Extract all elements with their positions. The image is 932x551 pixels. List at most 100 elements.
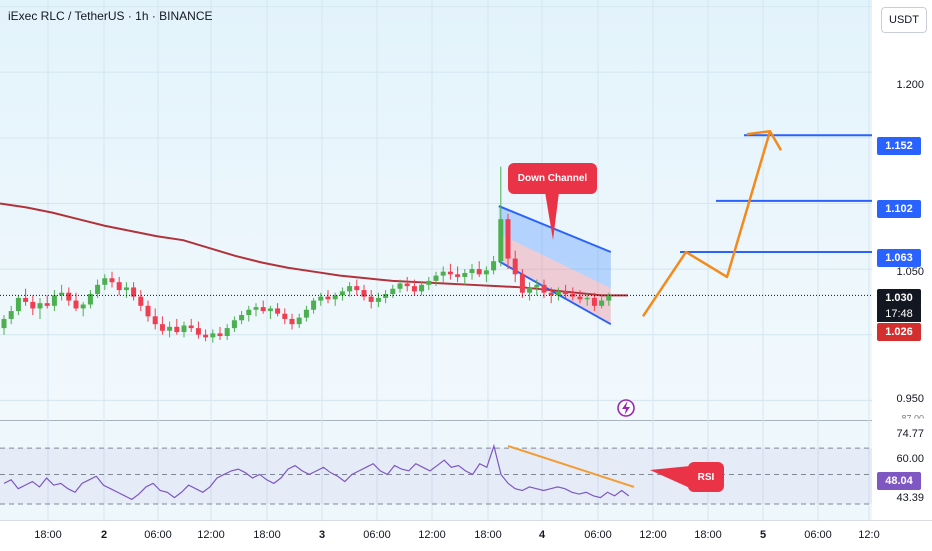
symbol-title[interactable]: iExec RLC / TetherUS · 1h · BINANCE xyxy=(8,9,213,23)
candle-body xyxy=(181,325,187,333)
candle-body xyxy=(210,333,216,338)
candle-body xyxy=(455,274,461,277)
candle-body xyxy=(527,287,533,293)
candle-body xyxy=(167,326,173,331)
bar-countdown: 17:48 xyxy=(877,306,921,322)
time-label: 06:00 xyxy=(144,529,172,541)
candle-body xyxy=(15,297,21,312)
candle-body xyxy=(332,295,338,300)
candle-body xyxy=(354,286,360,291)
candle-body xyxy=(383,294,389,298)
candle-body xyxy=(80,304,86,309)
rsi-cut-tick: 87.00 xyxy=(901,413,924,419)
time-label: 06:00 xyxy=(584,529,612,541)
candle-body xyxy=(476,269,482,275)
rsi-line xyxy=(3,443,630,501)
candle-body xyxy=(512,258,518,275)
candle-body xyxy=(73,300,79,309)
candle-body xyxy=(483,270,489,275)
candle-body xyxy=(87,294,93,305)
previous-close-badge: 1.026 xyxy=(877,323,921,341)
last-price-badge: 1.030 xyxy=(877,289,921,307)
rsi-tick: 60.00 xyxy=(896,453,924,465)
candle-body xyxy=(159,324,165,331)
candle-body xyxy=(303,309,309,318)
candle-body xyxy=(577,296,583,300)
rsi-band xyxy=(0,448,872,505)
candle-body xyxy=(109,278,115,283)
candle-body xyxy=(368,296,374,302)
candle-body xyxy=(260,307,266,312)
time-label: 18:00 xyxy=(34,529,62,541)
candle-body xyxy=(534,284,540,288)
rsi-callout-pointer xyxy=(650,466,690,488)
time-label: 12:00 xyxy=(197,529,225,541)
candle-body xyxy=(498,219,504,262)
candle-body xyxy=(519,274,525,293)
candle-body xyxy=(505,219,511,259)
currency-unit-button[interactable]: USDT xyxy=(881,7,927,33)
candle-body xyxy=(419,284,425,292)
channel-upper-fill xyxy=(498,206,611,289)
candle-body xyxy=(375,297,381,302)
candle-body xyxy=(404,283,410,287)
candle-body xyxy=(275,308,281,314)
candle-body xyxy=(591,297,597,306)
candle-body xyxy=(95,284,101,294)
candle-body xyxy=(347,286,353,292)
time-label: 2 xyxy=(100,529,108,541)
time-label: 12:00 xyxy=(639,529,667,541)
time-label: 18:00 xyxy=(253,529,281,541)
candle-body xyxy=(59,292,65,296)
lightning-bolt-icon xyxy=(617,399,635,417)
candle-body xyxy=(311,300,317,310)
time-label: 12:00 xyxy=(418,529,446,541)
candle-body xyxy=(66,292,72,301)
candle-body xyxy=(253,307,259,310)
candle-body xyxy=(145,305,151,317)
price-tick: 1.200 xyxy=(896,79,924,91)
candle-body xyxy=(116,282,122,291)
time-label: 06:00 xyxy=(804,529,832,541)
time-label: 4 xyxy=(538,529,546,541)
candle-body xyxy=(152,316,158,325)
candle-body xyxy=(433,275,439,281)
rsi-trend-line xyxy=(507,444,635,488)
candle-body xyxy=(217,333,223,336)
candle-body xyxy=(102,278,108,285)
down-channel-callout-pointer xyxy=(545,192,559,240)
candle-body xyxy=(239,315,245,321)
rsi-callout[interactable]: RSI xyxy=(688,462,724,492)
candle-body xyxy=(188,325,194,329)
down-channel-callout[interactable]: Down Channel xyxy=(508,163,597,194)
candle-body xyxy=(231,320,237,329)
rsi-pane-background xyxy=(0,421,872,520)
candle-body xyxy=(123,287,129,291)
candle-body xyxy=(426,280,432,285)
candle-body xyxy=(440,271,446,276)
target-2-price-badge: 1.102 xyxy=(877,200,921,218)
candle-body xyxy=(339,291,345,296)
candle-body xyxy=(203,334,209,338)
price-tick: 0.950 xyxy=(896,393,924,405)
candle-body xyxy=(318,296,324,301)
candle-body xyxy=(570,294,576,297)
candle-body xyxy=(584,297,590,300)
time-axis[interactable]: 18:00 2 06:00 12:00 18:00 3 06:00 12:00 … xyxy=(0,520,932,551)
candle-body xyxy=(8,311,14,319)
candle-body xyxy=(555,291,561,296)
candle-body xyxy=(606,295,612,301)
channel-upper-rail xyxy=(498,205,612,253)
candle-body xyxy=(138,296,144,306)
candle-body xyxy=(289,318,295,325)
projection-arrowhead xyxy=(746,130,783,151)
candle-body xyxy=(599,300,605,306)
candle-body xyxy=(548,292,554,296)
candle-body xyxy=(541,284,547,293)
candle-body xyxy=(30,301,36,309)
candle-body xyxy=(296,317,302,325)
candle-body xyxy=(491,261,497,271)
candle-body xyxy=(563,291,569,294)
